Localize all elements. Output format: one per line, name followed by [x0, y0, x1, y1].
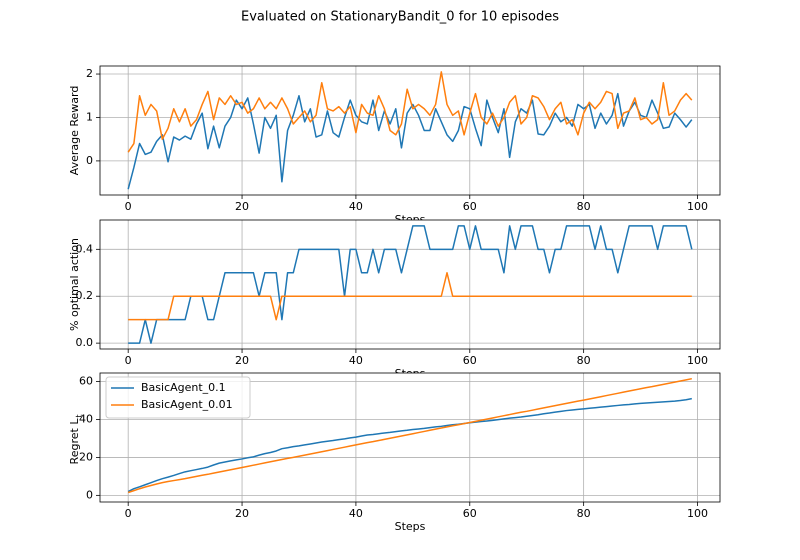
x-tick-label: 100 — [687, 354, 708, 367]
x-tick-label: 20 — [235, 354, 249, 367]
x-tick-label: 40 — [349, 354, 363, 367]
x-tick-label: 60 — [463, 354, 477, 367]
x-tick-label: 0 — [125, 507, 132, 520]
series-line — [128, 225, 693, 344]
axes-background — [100, 66, 720, 195]
legend-box — [105, 376, 251, 419]
axes-frame — [99, 65, 721, 196]
y-tick-label: 40 — [79, 412, 93, 425]
y-tick-label: 60 — [79, 375, 93, 388]
y-tick-label: 0.4 — [76, 242, 94, 255]
y-tick-label: 1 — [86, 110, 93, 123]
legend-label: BasicAgent_0.1 — [141, 381, 226, 394]
series-line — [128, 272, 692, 321]
y-axis-label-group: Regret Lt — [68, 414, 84, 464]
x-tick-label: 0 — [125, 200, 132, 213]
x-tick-label: 60 — [463, 507, 477, 520]
x-tick-label: 80 — [577, 200, 591, 213]
y-axis-label: Regret L — [68, 418, 81, 465]
x-tick-label: 40 — [349, 507, 363, 520]
x-tick-label: 100 — [687, 200, 708, 213]
x-tick-label: 0 — [125, 354, 132, 367]
legend: BasicAgent_0.1 BasicAgent_0.01 — [105, 376, 251, 419]
y-tick-label: 2 — [86, 67, 93, 80]
y-axis-label-group: Average Reward — [68, 86, 81, 176]
series-line — [127, 71, 693, 153]
axes-background — [100, 220, 720, 349]
axes-frame — [99, 372, 721, 503]
y-axis-label: % optimal action — [68, 238, 81, 331]
y-axis-label: Average Reward — [68, 86, 81, 176]
x-tick-label: 20 — [235, 507, 249, 520]
y-tick-label: 0.0 — [76, 336, 94, 349]
x-tick-label: 80 — [577, 354, 591, 367]
x-tick-label: 100 — [687, 507, 708, 520]
y-tick-label: 0.2 — [76, 289, 94, 302]
x-tick-label: 80 — [577, 507, 591, 520]
x-tick-label: 60 — [463, 200, 477, 213]
series-line — [127, 92, 693, 190]
series-line — [127, 377, 692, 494]
y-axis-label-subscript: t — [75, 414, 84, 417]
figure-title: Evaluated on StationaryBandit_0 for 10 e… — [241, 10, 559, 25]
x-tick-label: 20 — [235, 200, 249, 213]
x-axis-label: Steps — [395, 520, 426, 533]
legend-label: BasicAgent_0.01 — [141, 398, 233, 411]
y-axis-label-group: % optimal action — [68, 238, 81, 331]
series-line — [127, 397, 692, 493]
y-tick-label: 0 — [86, 488, 93, 501]
y-tick-label: 20 — [79, 450, 93, 463]
y-tick-label: 0 — [86, 154, 93, 167]
axes-frame — [99, 219, 721, 350]
x-tick-label: 40 — [349, 200, 363, 213]
